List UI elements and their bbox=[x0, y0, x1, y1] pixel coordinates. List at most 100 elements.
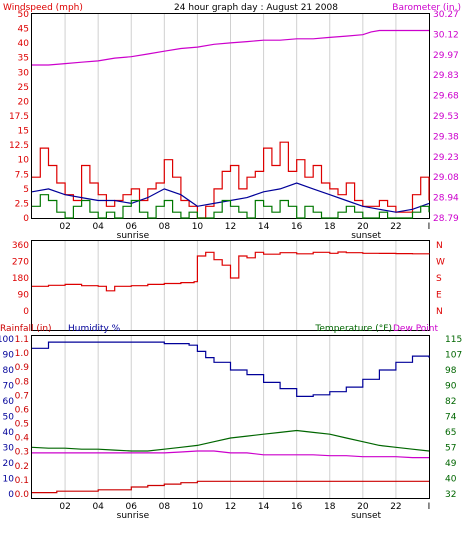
rain-y-tick: 0.8 bbox=[15, 377, 30, 387]
wind-y-tick: 12.5 bbox=[9, 141, 29, 151]
baro-axis-label: Barometer (in.) bbox=[392, 3, 461, 13]
rain-y-tick: 0.0 bbox=[15, 490, 30, 500]
baro-y-tick: 30.12 bbox=[433, 30, 459, 40]
direction-y-tick: 270 bbox=[12, 258, 29, 268]
wind-x-tick: I bbox=[428, 222, 431, 232]
compass-tick: N bbox=[436, 307, 443, 317]
wind-x-tick: 12 bbox=[225, 222, 236, 232]
baro-y-tick: 29.53 bbox=[433, 112, 459, 122]
weather-x-tick: 06 bbox=[126, 502, 138, 512]
compass-tick: W bbox=[436, 258, 445, 268]
weather-x-tick: 16 bbox=[291, 502, 303, 512]
temperature-y-tick: 40 bbox=[445, 475, 457, 485]
humidity-y-tick: 20 bbox=[3, 459, 15, 469]
rain-y-tick: 0.7 bbox=[15, 391, 29, 401]
barometer-series bbox=[32, 29, 429, 66]
weather-x-tick: 20 bbox=[357, 502, 369, 512]
humidity-y-tick: 70 bbox=[3, 382, 15, 392]
wind-sunrise-label: sunrise bbox=[117, 231, 150, 241]
humidity-y-tick: 40 bbox=[3, 428, 15, 438]
wind-y-tick: 17.5 bbox=[9, 112, 29, 122]
rainfall-series bbox=[32, 480, 429, 494]
wind-x-tick: 22 bbox=[390, 222, 401, 232]
temperature-y-tick: 90 bbox=[445, 382, 457, 392]
humidity-y-tick: 80 bbox=[3, 366, 15, 376]
humidity-y-tick: 30 bbox=[3, 444, 15, 454]
compass-tick: N bbox=[436, 241, 443, 251]
wind-x-tick: 20 bbox=[357, 222, 369, 232]
weather-x-tick: 08 bbox=[159, 502, 171, 512]
temperature-y-tick: 65 bbox=[445, 428, 456, 438]
wind-y-tick: 25 bbox=[18, 83, 29, 93]
temperature-y-tick: 107 bbox=[445, 351, 462, 361]
rain-y-tick: 0.3 bbox=[15, 448, 29, 458]
windspeed-series bbox=[32, 141, 430, 219]
direction-y-tick: 0 bbox=[23, 307, 29, 317]
wind-x-tick: 04 bbox=[92, 222, 104, 232]
weather-x-tick: 02 bbox=[59, 502, 70, 512]
weather-sunrise-label: sunrise bbox=[117, 511, 150, 521]
humidity-series bbox=[32, 341, 430, 397]
temperature-series bbox=[31, 429, 430, 452]
dewpoint-series bbox=[32, 450, 429, 459]
rain-y-tick: 0.9 bbox=[15, 363, 30, 373]
wind-x-tick: 08 bbox=[159, 222, 171, 232]
rain-y-tick: 0.1 bbox=[15, 476, 29, 486]
wind-x-tick: 10 bbox=[192, 222, 204, 232]
temperature-y-tick: 115 bbox=[445, 335, 462, 345]
direction-y-tick: 360 bbox=[12, 241, 29, 251]
wind-sunset-label: sunset bbox=[351, 231, 381, 241]
weather-x-tick: 18 bbox=[324, 502, 336, 512]
wind-y-tick: 35 bbox=[18, 54, 29, 64]
rain-y-tick: 0.2 bbox=[15, 462, 29, 472]
wind-x-tick: 18 bbox=[324, 222, 336, 232]
rain-y-tick: 0.5 bbox=[15, 420, 29, 430]
wind-axis-label: Windspeed (mph) bbox=[3, 3, 83, 13]
weather-x-tick: 12 bbox=[225, 502, 236, 512]
wind-y-tick: 40 bbox=[18, 39, 30, 49]
humidity-y-tick: 100 bbox=[0, 335, 14, 345]
baro-y-tick: 29.97 bbox=[433, 51, 459, 61]
baro-y-tick: 29.23 bbox=[433, 153, 459, 163]
dewpoint-axis-label: Dew Point bbox=[393, 324, 439, 334]
direction-y-tick: 90 bbox=[18, 291, 30, 301]
wind-y-tick: 2.5 bbox=[15, 199, 29, 209]
wind-x-tick: 14 bbox=[258, 222, 270, 232]
direction-series bbox=[32, 251, 430, 292]
baro-y-tick: 28.94 bbox=[433, 194, 459, 204]
direction-y-tick: 180 bbox=[12, 274, 29, 284]
temperature-y-tick: 57 bbox=[445, 444, 456, 454]
weather-x-tick: 22 bbox=[390, 502, 401, 512]
rain-y-tick: 1.1 bbox=[15, 335, 29, 345]
rainfall-axis-label: Rainfall (in) bbox=[0, 324, 52, 334]
humidity-y-tick: 50 bbox=[3, 413, 15, 423]
chart-title: 24 hour graph day : August 21 2008 bbox=[174, 3, 338, 13]
compass-tick: E bbox=[436, 291, 442, 301]
wind-y-tick: 5 bbox=[23, 185, 29, 195]
temperature-y-tick: 49 bbox=[445, 459, 457, 469]
baro-y-tick: 29.38 bbox=[433, 132, 459, 142]
weather-x-tick: 04 bbox=[92, 502, 104, 512]
humidity-y-tick: 0 bbox=[8, 490, 14, 500]
baro-y-tick: 29.83 bbox=[433, 71, 459, 81]
wind-y-tick: 10 bbox=[18, 156, 30, 166]
temperature-y-tick: 82 bbox=[445, 397, 456, 407]
humidity-y-tick: 90 bbox=[3, 351, 15, 361]
wind-y-tick: 15 bbox=[18, 127, 29, 137]
wind-y-tick: 45 bbox=[18, 25, 29, 35]
humidity-axis-label: Humidity % bbox=[68, 324, 121, 334]
compass-tick: S bbox=[436, 274, 442, 284]
average-series bbox=[32, 194, 430, 219]
wind-x-tick: 06 bbox=[126, 222, 138, 232]
humidity-y-tick: 60 bbox=[3, 397, 15, 407]
rain-y-tick: 0.6 bbox=[15, 405, 30, 415]
wind-y-tick: 0 bbox=[23, 214, 29, 224]
wind-y-tick: 50 bbox=[18, 10, 30, 20]
weather-x-tick: 10 bbox=[192, 502, 204, 512]
baro-y-tick: 28.79 bbox=[433, 214, 459, 224]
temperature-axis-label: Temperature (°F) bbox=[314, 324, 392, 334]
rain-y-tick: 0.4 bbox=[15, 434, 30, 444]
baro-y-tick: 29.08 bbox=[433, 173, 459, 183]
wind-y-tick: 20 bbox=[18, 97, 30, 107]
